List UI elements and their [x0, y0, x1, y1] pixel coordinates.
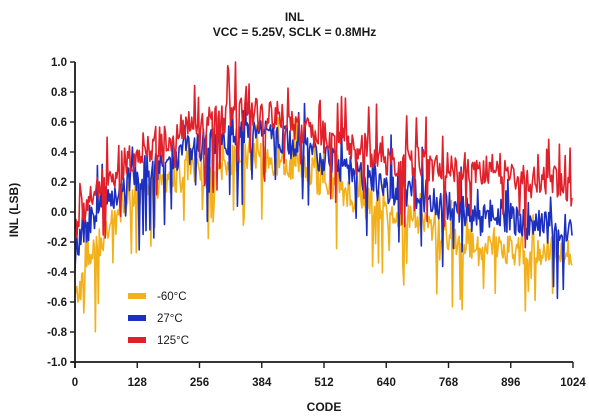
y-tick-label: -0.2 [47, 237, 67, 249]
y-tick-label: -0.6 [47, 297, 67, 309]
y-tick-label: -1.0 [47, 357, 67, 369]
y-tick-label: 0.6 [51, 117, 67, 129]
y-tick-label: 0.2 [51, 177, 67, 189]
legend-label: 125°C [157, 335, 189, 347]
legend-swatch [128, 293, 146, 299]
y-tick-label: -0.8 [47, 327, 67, 339]
legend-label: -60°C [157, 291, 187, 303]
legend-label: 27°C [157, 313, 183, 325]
x-tick-label: 0 [72, 377, 78, 389]
y-tick-label: -0.4 [47, 267, 67, 279]
x-tick-label: 128 [128, 377, 148, 389]
x-tick-label: 896 [501, 377, 520, 389]
chart-title: INL [284, 10, 305, 24]
series-line [74, 61, 573, 249]
x-tick-label: 640 [377, 377, 396, 389]
axes-layer: -1.0 -0.8 -0.6 -0.4 -0.2 0.0 0.2 0.4 0.6 0.8 1.0 0 1… [47, 57, 586, 389]
legend: -60°C 27°C 125°C [128, 291, 189, 347]
series-layer [74, 61, 573, 333]
x-tick-label: 384 [252, 377, 272, 389]
y-tick-label: 1.0 [51, 57, 67, 69]
legend-swatch [128, 315, 146, 321]
chart-subtitle: VCC = 5.25V, SCLK = 0.8MHz [212, 25, 377, 39]
y-tick-label: 0.8 [51, 87, 68, 99]
legend-swatch [128, 337, 146, 343]
x-tick-label: 768 [439, 377, 459, 389]
y-tick-label: 0.4 [51, 147, 68, 159]
x-axis-label: CODE [306, 400, 342, 414]
y-tick-label: 0.0 [51, 207, 67, 219]
x-tick-label: 256 [190, 377, 209, 389]
x-tick-label: 1024 [560, 377, 586, 389]
x-tick-label: 512 [314, 377, 333, 389]
